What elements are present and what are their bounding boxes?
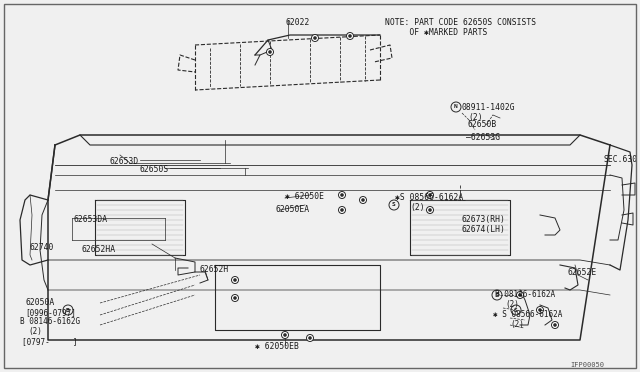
Text: 62650B: 62650B xyxy=(468,120,497,129)
Text: 62653D: 62653D xyxy=(110,157,140,166)
Circle shape xyxy=(426,206,433,214)
Text: B: B xyxy=(495,292,499,298)
Text: ✱ 62050E: ✱ 62050E xyxy=(285,192,324,201)
Text: 62653DA: 62653DA xyxy=(73,215,107,224)
Circle shape xyxy=(538,308,541,312)
Circle shape xyxy=(284,333,287,337)
Circle shape xyxy=(360,196,367,203)
Text: 62650S: 62650S xyxy=(140,165,169,174)
Circle shape xyxy=(552,321,559,328)
Circle shape xyxy=(554,323,557,327)
Text: NOTE: PART CODE 62650S CONSISTS: NOTE: PART CODE 62650S CONSISTS xyxy=(385,18,536,27)
Circle shape xyxy=(340,208,344,212)
Circle shape xyxy=(282,331,289,339)
Circle shape xyxy=(232,295,239,301)
Circle shape xyxy=(307,334,314,341)
Circle shape xyxy=(234,278,237,282)
Text: 62050EA: 62050EA xyxy=(275,205,309,214)
Text: (2): (2) xyxy=(28,327,42,336)
Circle shape xyxy=(346,32,353,39)
Circle shape xyxy=(266,48,273,55)
Circle shape xyxy=(314,36,317,39)
Text: ✱ 62050EB: ✱ 62050EB xyxy=(255,342,299,351)
Circle shape xyxy=(268,51,271,54)
Text: 08911-1402G: 08911-1402G xyxy=(461,103,515,112)
Circle shape xyxy=(308,336,312,340)
Text: [0797-     ]: [0797- ] xyxy=(22,337,77,346)
Circle shape xyxy=(339,206,346,214)
Text: S: S xyxy=(392,202,396,208)
Text: SEC.630: SEC.630 xyxy=(603,155,637,164)
Circle shape xyxy=(518,294,522,296)
Text: OF ✱MARKED PARTS: OF ✱MARKED PARTS xyxy=(385,28,488,37)
Text: (2): (2) xyxy=(505,300,519,309)
Text: (2): (2) xyxy=(410,203,424,212)
Text: ✱S 08566-6162A: ✱S 08566-6162A xyxy=(395,193,463,202)
Text: B: B xyxy=(66,308,70,312)
Circle shape xyxy=(428,193,431,196)
Text: —62653G: —62653G xyxy=(466,133,500,142)
Text: 62673(RH): 62673(RH) xyxy=(462,215,506,224)
Circle shape xyxy=(348,35,351,38)
Circle shape xyxy=(312,35,319,42)
Text: (2): (2) xyxy=(468,113,483,122)
Circle shape xyxy=(234,296,237,299)
Text: S: S xyxy=(514,308,518,312)
Circle shape xyxy=(426,192,433,199)
Text: 62652HA: 62652HA xyxy=(82,245,116,254)
Text: 62022: 62022 xyxy=(285,18,309,27)
Circle shape xyxy=(516,292,524,298)
Text: IFP00050: IFP00050 xyxy=(570,362,604,368)
Text: 62740: 62740 xyxy=(30,243,54,252)
Circle shape xyxy=(536,307,543,314)
Text: 62652E: 62652E xyxy=(568,268,597,277)
Text: N: N xyxy=(454,105,458,109)
Text: ✱ S 08566-6162A: ✱ S 08566-6162A xyxy=(493,310,563,319)
Circle shape xyxy=(428,208,431,212)
Text: 62674(LH): 62674(LH) xyxy=(462,225,506,234)
Text: B 08146-6162G: B 08146-6162G xyxy=(20,317,80,326)
Circle shape xyxy=(362,198,365,202)
Text: B 08146-6162A: B 08146-6162A xyxy=(495,290,555,299)
Circle shape xyxy=(340,193,344,196)
Text: [0996-0797]: [0996-0797] xyxy=(25,308,76,317)
Text: 62050A: 62050A xyxy=(25,298,54,307)
Text: (2): (2) xyxy=(510,320,524,329)
Text: 62652H: 62652H xyxy=(200,265,229,274)
Circle shape xyxy=(339,192,346,199)
Circle shape xyxy=(232,276,239,283)
